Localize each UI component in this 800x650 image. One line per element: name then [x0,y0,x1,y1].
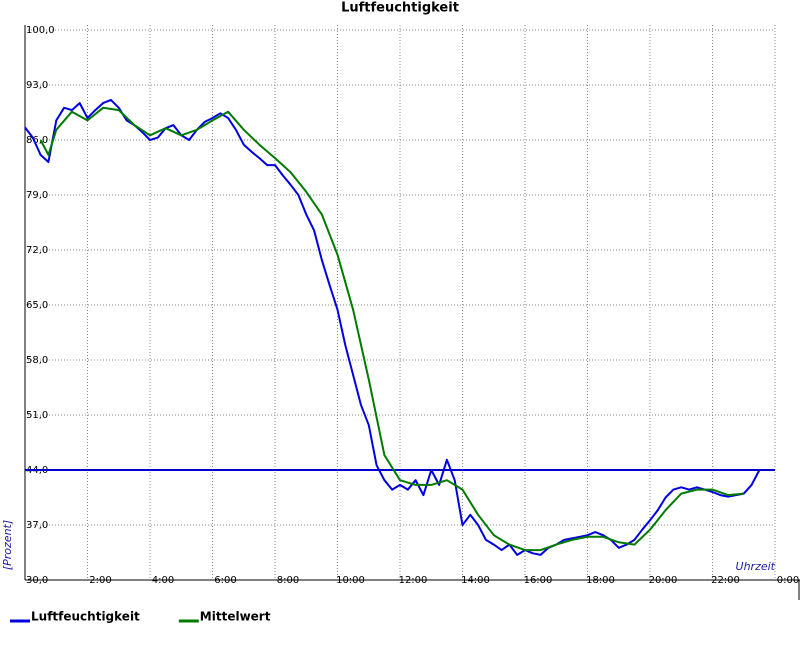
x-tick-label: 20:00 [649,575,678,586]
data-line [24,98,761,556]
x-tick-label: 10:00 [336,575,365,586]
data-line [39,106,744,552]
x-tick-label: 0:00 [777,575,799,586]
x-tick-label: 16:00 [524,575,553,586]
x-tick-label: 4:00 [152,575,174,586]
y-tick-label: 30,0 [26,575,48,586]
y-axis-label: [Prozent] [1,520,14,570]
legend-label: Mittelwert [200,610,271,624]
x-tick-label: 2:00 [89,575,111,586]
y-tick-label: 100,0 [26,25,55,36]
y-tick-label: 72,0 [26,245,48,256]
y-tick-label: 58,0 [26,355,48,366]
y-tick-label: 65,0 [26,300,48,311]
x-tick-label: 8:00 [277,575,299,586]
y-tick-label: 51,0 [26,410,48,421]
y-tick-label: 86,0 [26,135,48,146]
x-axis-label: Uhrzeit [736,560,776,573]
legend-label: Luftfeuchtigkeit [31,610,140,624]
x-tick-label: 22:00 [711,575,740,586]
x-tick-label: 14:00 [461,575,490,586]
y-tick-label: 93,0 [26,80,48,91]
y-tick-label: 79,0 [26,190,48,201]
x-tick-label: 18:00 [586,575,615,586]
x-tick-label: 12:00 [399,575,428,586]
chart-title: Luftfeuchtigkeit [341,1,459,16]
y-tick-label: 37,0 [26,520,48,531]
x-tick-label: 6:00 [214,575,236,586]
